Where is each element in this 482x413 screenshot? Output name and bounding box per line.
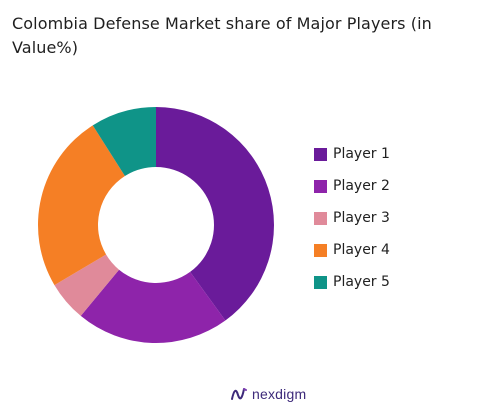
legend-item-player-5[interactable]: Player 5 [314, 266, 390, 298]
legend-label: Player 2 [333, 178, 390, 194]
legend-swatch [314, 211, 327, 225]
legend-item-player-1[interactable]: Player 1 [314, 138, 390, 170]
donut-slice-player-1[interactable] [156, 107, 274, 321]
chart-legend: Player 1 Player 2 Player 3 Player 4 Play… [314, 138, 390, 298]
chart-title: Colombia Defense Market share of Major P… [12, 14, 432, 57]
legend-label: Player 5 [333, 274, 390, 290]
legend-swatch [314, 243, 327, 257]
nexdigm-logo-icon [231, 388, 247, 400]
donut-slice-player-3[interactable] [54, 254, 120, 316]
legend-label: Player 4 [333, 242, 390, 258]
legend-label: Player 1 [333, 146, 390, 162]
brand-footer: nexdigm [230, 386, 306, 402]
legend-swatch [314, 275, 327, 289]
legend-swatch [314, 179, 327, 193]
donut-slice-player-4[interactable] [38, 125, 125, 286]
legend-item-player-4[interactable]: Player 4 [314, 234, 390, 266]
legend-item-player-2[interactable]: Player 2 [314, 170, 390, 202]
donut-slice-player-2[interactable] [80, 269, 226, 343]
legend-swatch [314, 147, 327, 161]
donut-slice-player-5[interactable] [92, 107, 156, 177]
brand-name: nexdigm [252, 386, 307, 402]
legend-item-player-3[interactable]: Player 3 [314, 202, 390, 234]
legend-label: Player 3 [333, 210, 390, 226]
